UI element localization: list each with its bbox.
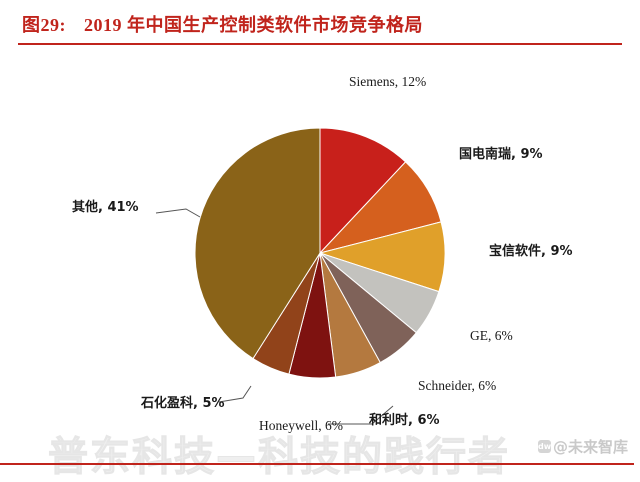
watermark-text: 普东科技—科技的践行者: [48, 434, 510, 481]
leader-line-hollysys: [328, 405, 394, 425]
figure-index-label: 图29:: [22, 15, 66, 35]
leader-line-shihua: [218, 385, 252, 403]
figure-title-bar: 图29: 2019 年中国生产控制类软件市场竞争格局: [0, 0, 640, 48]
slice-label-ge: GE, 6%: [470, 328, 513, 343]
watermark-badge-icon: dw: [537, 440, 552, 453]
slice-label-guodian: 国电南瑞, 9%: [459, 147, 543, 162]
bottom-divider: [0, 463, 634, 465]
leader-line-other: [155, 208, 201, 218]
pie-chart: Siemens, 12% 国电南瑞, 9% 宝信软件, 9% GE, 6% Sc…: [0, 48, 640, 448]
pie-slice-其他[interactable]: [194, 127, 321, 360]
pie-chart-svg: [155, 127, 446, 425]
watermark-credit-text: @未来智库: [552, 438, 628, 456]
leader-line-group: [155, 208, 394, 425]
slice-label-hollysys: 和利时, 6%: [369, 413, 440, 428]
slice-label-schneider: Schneider, 6%: [418, 378, 497, 393]
watermark-credit: dw @未来智库: [537, 436, 628, 457]
slice-label-baoxin: 宝信软件, 9%: [489, 244, 573, 259]
title-divider: [18, 43, 622, 45]
pie-slice-group: [194, 127, 446, 379]
figure-title-text: 2019 年中国生产控制类软件市场竞争格局: [84, 15, 423, 35]
slice-label-siemens: Siemens, 12%: [349, 74, 427, 89]
slice-label-honeywell: Honeywell, 6%: [259, 418, 343, 433]
slice-label-other: 其他, 41%: [72, 200, 139, 215]
pie-slice-Siemens[interactable]: [319, 127, 407, 255]
page-title: 图29: 2019 年中国生产控制类软件市场竞争格局: [22, 11, 423, 37]
slice-label-shihua: 石化盈科, 5%: [141, 396, 225, 411]
